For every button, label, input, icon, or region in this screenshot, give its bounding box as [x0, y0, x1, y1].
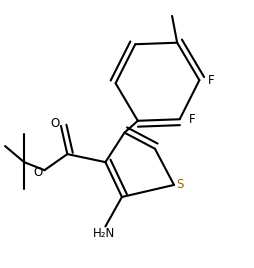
- Text: H₂N: H₂N: [93, 227, 116, 240]
- Text: O: O: [34, 166, 43, 179]
- Text: F: F: [188, 113, 195, 126]
- Text: O: O: [51, 117, 60, 131]
- Text: F: F: [208, 74, 215, 87]
- Text: S: S: [176, 178, 183, 191]
